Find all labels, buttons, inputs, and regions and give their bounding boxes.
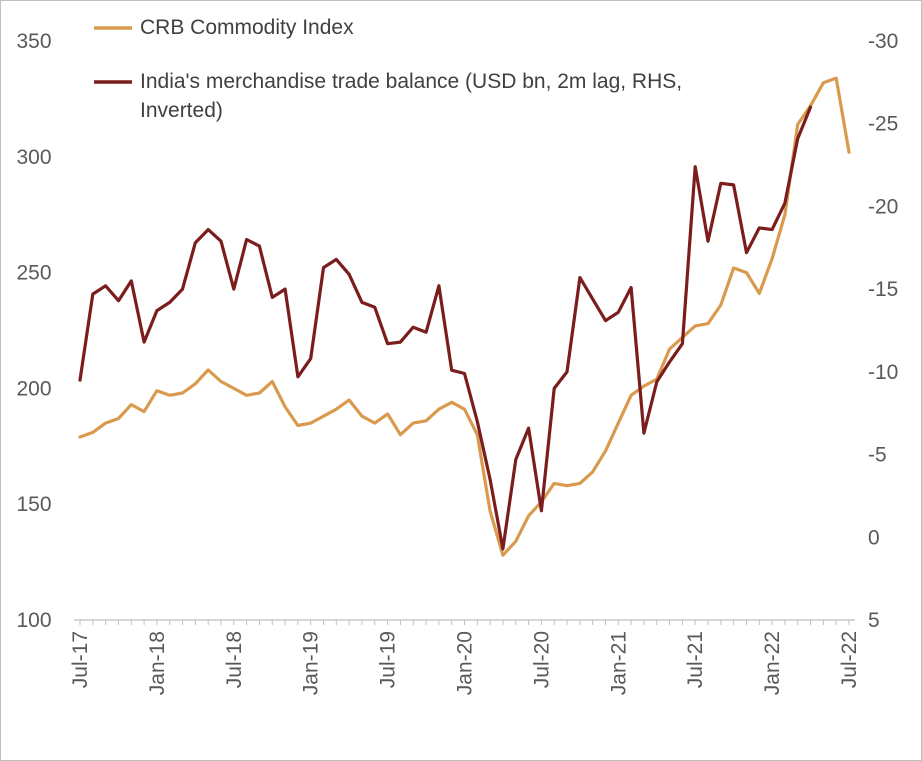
x-tick-label: Jan-22: [761, 631, 784, 695]
x-tick-label: Jan-19: [300, 631, 323, 695]
y-left-tick-label: 150: [16, 493, 51, 516]
x-tick-label: Jul-22: [838, 631, 861, 688]
legend: CRB Commodity Index India's merchandise t…: [94, 16, 682, 122]
legend-label-1: India's merchandise trade balance (USD b…: [140, 70, 682, 93]
y-right-tick-label: -5: [868, 444, 887, 467]
axes-layer: Jul-17 Jan-18 Jul-18 Jan-19 Jul-19 Jan-20 Jul-…: [16, 30, 898, 695]
x-tick-label: Jul-19: [377, 631, 400, 688]
y-left-tick-label: 200: [16, 377, 51, 400]
y-right-tick-label: -10: [868, 361, 898, 384]
x-tick-label: Jul-18: [223, 631, 246, 688]
y-left-tick-label: 100: [16, 609, 51, 632]
x-tick-label: Jan-21: [607, 631, 630, 695]
y-right-tick-label: 5: [868, 609, 880, 632]
legend-label-0: CRB Commodity Index: [140, 16, 354, 39]
y-left-tick-label: 300: [16, 146, 51, 169]
y-right-tick-label: -15: [868, 278, 898, 301]
y-right-tick-label: -25: [868, 113, 898, 136]
y-left-tick-label: 250: [16, 262, 51, 285]
x-tick-label: Jul-21: [684, 631, 707, 688]
x-tick-label: Jul-17: [69, 631, 92, 688]
y-right-tick-label: 0: [868, 526, 880, 549]
x-tick-label: Jul-20: [530, 631, 553, 688]
x-tick-label: Jan-18: [146, 631, 169, 695]
series-line-0: [78, 76, 851, 557]
x-tick-label: Jan-20: [454, 631, 477, 695]
legend-label-1: Inverted): [140, 99, 223, 122]
y-right-tick-label: -20: [868, 195, 898, 218]
y-right-tick-label: -30: [868, 30, 898, 53]
lines-layer: [78, 76, 851, 557]
y-left-tick-label: 350: [16, 30, 51, 53]
series-line-1: [78, 105, 813, 551]
